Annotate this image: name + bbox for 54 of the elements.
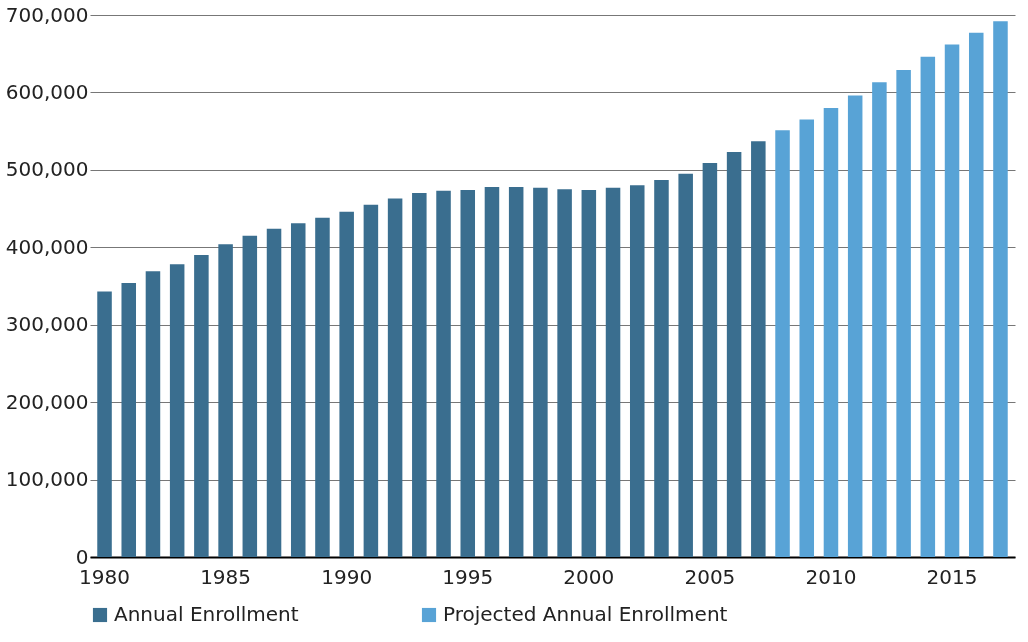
bar (121, 282, 137, 557)
x-tick-label: 1985 (200, 564, 252, 589)
bar (484, 186, 500, 557)
y-tick-label: 700,000 (5, 2, 89, 27)
bar (97, 291, 112, 557)
bar (968, 32, 984, 557)
bar (823, 107, 839, 557)
bar (363, 204, 379, 557)
x-tick-label: 2010 (805, 564, 857, 589)
y-tick-label: 200,000 (5, 389, 89, 414)
y-tick-label: 400,000 (5, 234, 89, 259)
bar (339, 211, 354, 557)
bar (896, 69, 911, 557)
bar (533, 187, 548, 557)
bar (581, 189, 597, 557)
bar (290, 223, 306, 557)
y-tick-label: 600,000 (5, 79, 89, 104)
x-tick-label: 2015 (926, 564, 978, 589)
bar (654, 179, 669, 557)
bar (145, 271, 161, 557)
bar (194, 255, 209, 557)
x-tick-label: 2000 (563, 564, 615, 589)
bar (412, 193, 427, 557)
y-tick-label: 100,000 (5, 467, 89, 492)
bar (508, 186, 524, 557)
bar (944, 44, 960, 557)
bar (629, 185, 645, 557)
legend-label: Projected Annual Enrollment (443, 602, 728, 626)
bar (557, 189, 572, 557)
bar (702, 162, 718, 557)
bar (847, 95, 863, 557)
bar (726, 152, 742, 557)
y-tick-label: 300,000 (5, 312, 89, 337)
bar (751, 141, 766, 557)
bar (242, 235, 258, 557)
bar (169, 264, 185, 557)
bar (799, 119, 815, 557)
y-tick-label: 500,000 (5, 157, 89, 182)
bar (678, 173, 693, 557)
x-tick-label: 1990 (321, 564, 373, 589)
bar (460, 189, 476, 557)
x-tick-label: 2005 (684, 564, 736, 589)
bar (993, 21, 1008, 557)
bar (218, 244, 233, 557)
x-tick-label: 1995 (442, 564, 494, 589)
legend-label: Annual Enrollment (114, 602, 299, 626)
bar (436, 190, 451, 557)
bar (266, 228, 282, 557)
bar (920, 56, 936, 557)
bar (315, 217, 330, 557)
bar (775, 130, 790, 557)
bar (605, 187, 621, 557)
bar (387, 198, 403, 557)
bar (872, 82, 887, 557)
